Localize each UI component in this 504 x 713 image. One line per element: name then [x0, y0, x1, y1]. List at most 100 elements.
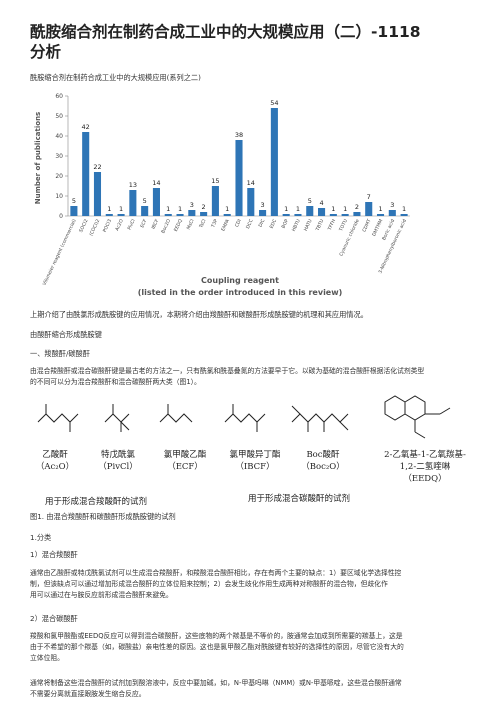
reagent-abbr: （ECF） [167, 462, 203, 472]
reagent-name: 氯甲酸乙酯 [163, 450, 207, 460]
reagent-abbr: （Ac₂O） [35, 462, 75, 472]
value-label: 7 [367, 193, 371, 201]
heading: 一、羧酸酐/碳酸酐 [30, 349, 90, 358]
x-tick-label: Boc2O [160, 218, 172, 235]
bar [211, 186, 219, 216]
reagent-abbr: （Boc₂O） [301, 462, 345, 472]
value-label: 1 [378, 205, 382, 213]
x-tick-label: DMTMM [371, 218, 384, 237]
paragraph-line: 立体位阻。 [30, 654, 64, 662]
x-tick-label: IBCF [150, 218, 160, 230]
x-tick-label: PivCl [127, 218, 137, 231]
paragraph-line: 羧酸和氯甲酸酯或EEDQ反应可以得到混合碳酸酐，这些底物的两个羰基是不等价的，胺… [30, 632, 403, 640]
value-label: 14 [152, 179, 160, 187]
x-tick-label: EDC [269, 218, 279, 229]
paragraph-line: 用可以通过在与胺反应前形成混合酸酐来避免。 [30, 591, 173, 599]
reagent-name: 2-乙氧基-1-乙氧羰基- [384, 450, 466, 460]
bar [365, 202, 373, 216]
paragraph-line: 通常将制备这些混合酸酐的试剂加到酸溶液中，反应中要加碱，如，N-甲基吗啉（NMM… [30, 679, 402, 687]
group-label: 用于形成混合羧酸酐的试剂 [45, 497, 148, 507]
scheme-structures [37, 395, 451, 439]
value-label: 3 [261, 201, 265, 209]
heading: 2）混合碳酸酐 [30, 614, 78, 623]
value-label: 13 [129, 181, 137, 189]
x-tick-label: TOTU [338, 218, 349, 233]
caption: 图1. 由混合羧酸酐和碳酸酐形成酰胺键的试剂 [30, 512, 176, 521]
title-line: 分析 [30, 43, 62, 61]
y-tick-label: 30 [55, 153, 63, 160]
value-label: 3 [190, 201, 194, 209]
reagent-name: 氯甲酸异丁酯 [229, 450, 281, 460]
value-label: 1 [166, 205, 170, 213]
x-tick-label: (COCl)2 [88, 218, 101, 237]
x-tick-label: Vilsmeier reagent (commercial) [42, 218, 78, 286]
reagent-name: 乙酸酐 [42, 450, 68, 460]
value-label: 4 [319, 199, 323, 207]
x-tick-label: DIC [258, 218, 267, 228]
group-label: 用于形成混合碳酸酐的试剂 [248, 494, 351, 504]
bar [164, 214, 172, 216]
value-label: 1 [178, 205, 182, 213]
paragraph-line: 的不同可以分为混合羧酸酐和混合碳酸酐两大类（图1）。 [30, 378, 201, 386]
bar [270, 108, 278, 216]
y-tick-label: 10 [55, 193, 63, 200]
x-tick-label: MsCl [186, 218, 196, 230]
paragraph-line: 由混合羧酸酐或混合碳酸酐键是最古老的方法之一，只有酰氯和酰基叠氮的方法要早于它。… [30, 367, 425, 375]
bar [294, 214, 302, 216]
reagent-name: 特戊酰氯 [100, 450, 136, 460]
reagent-abbr: （PivCl） [98, 462, 138, 472]
x-tick-label: POCl3 [102, 218, 113, 233]
value-label: 1 [402, 205, 406, 213]
y-tick-label: 0 [59, 213, 63, 220]
paragraph: 上期介绍了由酰氯形成酰胺键的应用情况，本期将介绍由羧酸酐和碳酸酐形成酰胺键的机理… [30, 310, 368, 319]
y-tick-label: 50 [55, 113, 63, 120]
paragraph-line: 由于不希望的那个羰基（如，碳酸盐）亲电性差的原因。这也是氯甲酸乙酯对酰胺键有较好… [30, 643, 404, 651]
subtitle: 酰胺缩合剂在制药合成工业中的大规模应用(系列之二) [30, 73, 201, 82]
bar [176, 214, 184, 216]
x-tick-label: HBTU [291, 218, 302, 232]
bar [235, 140, 243, 216]
paragraph-line: 不需要分离就直接跟胺发生缩合反应。 [30, 690, 146, 698]
x-tick-label: SOCl2 [78, 218, 89, 233]
x-tick-label: TBTU [314, 218, 325, 232]
title-line: 酰胺缩合剂在制药合成工业中的大规模应用（二）-1118 [30, 23, 421, 41]
x-tick-label: T3P [210, 218, 220, 229]
bar [93, 172, 102, 216]
value-label: 1 [296, 205, 300, 213]
y-tick-label: 20 [55, 173, 63, 180]
bar [259, 210, 267, 216]
x-tick-label: CDI [234, 218, 243, 228]
x-tick-label: CDMT [361, 218, 372, 233]
x-tick-label: BOP [281, 218, 291, 229]
x-tick-label: ECF [139, 218, 148, 229]
bar [306, 206, 314, 216]
value-label: 1 [107, 205, 111, 213]
value-label: 1 [331, 205, 335, 213]
paragraph-line: 制，但该缺点可以通过增加形成混合酸酐的立体位阻来控制；2）会发生歧化作用生成两种… [30, 580, 388, 588]
bar [200, 212, 208, 216]
bar [129, 190, 137, 216]
value-label: 14 [247, 179, 255, 187]
bar [329, 214, 337, 216]
bar [400, 214, 408, 216]
value-label: 54 [270, 99, 278, 107]
value-label: 1 [225, 205, 229, 213]
reagent-name: 1,2-二氢喹啉 [399, 462, 451, 472]
value-label: 2 [355, 203, 359, 211]
paragraph-line: 通常由乙酸酐或特戊酰氯试剂可以生成混合羧酸酐，和羧酸混合酸酐相比，存在有两个主要… [30, 569, 402, 577]
x-tick-label: Ac2O [114, 218, 125, 232]
x-tick-label: HATU [303, 218, 314, 232]
reagent-name: Boc酸酐 [306, 450, 340, 460]
value-label: 42 [82, 123, 90, 131]
x-tick-label: DCC [245, 218, 255, 230]
bar [141, 206, 149, 216]
x-tick-label: TFFH [326, 218, 337, 232]
bar [188, 210, 196, 216]
value-label: 5 [72, 197, 76, 205]
bar [117, 214, 125, 216]
bar [223, 214, 231, 216]
heading: 1.分类 [30, 533, 52, 542]
x-tick-label: EEDQ [173, 218, 184, 233]
bar [376, 214, 385, 216]
bar [247, 188, 255, 216]
